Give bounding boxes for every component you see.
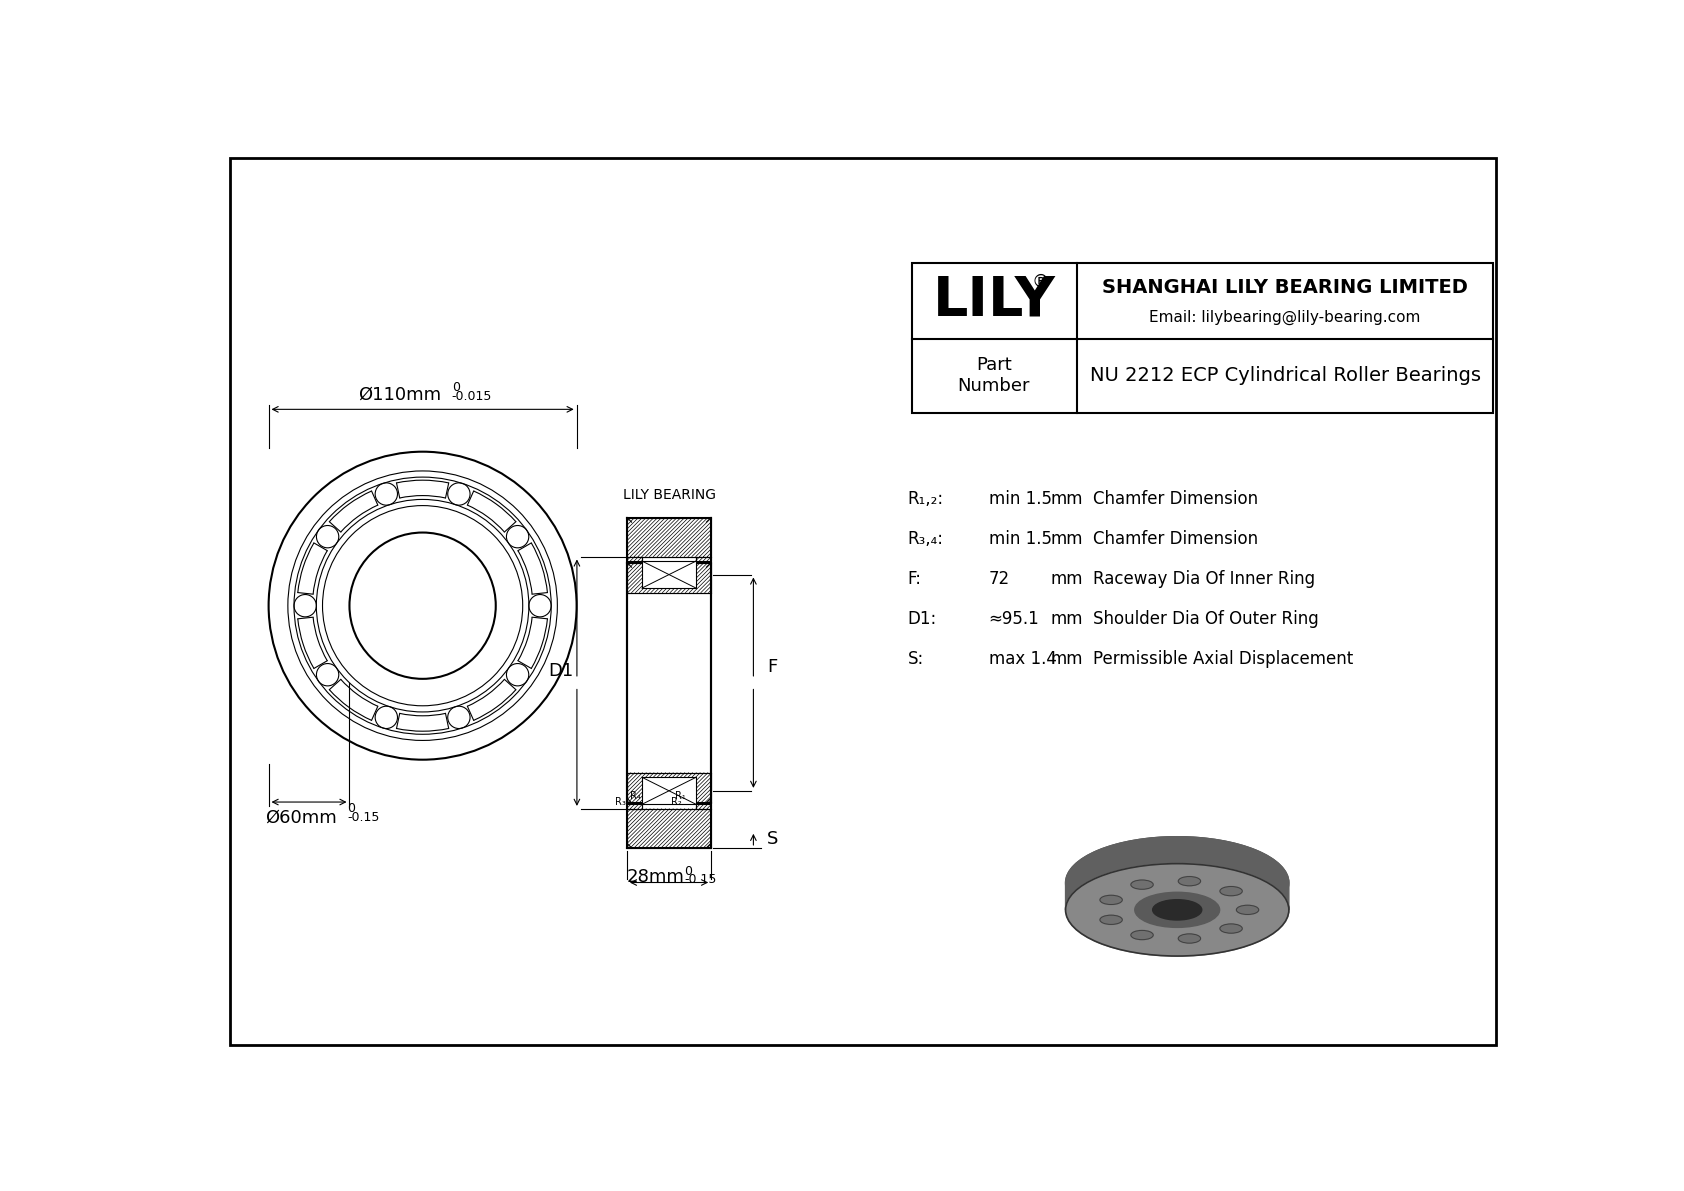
Text: D1: D1: [547, 662, 573, 680]
Text: S:: S:: [908, 650, 925, 668]
Text: 0: 0: [451, 381, 460, 394]
Text: LILY: LILY: [933, 274, 1056, 328]
Ellipse shape: [1066, 837, 1288, 929]
Text: Email: lilybearing@lily-bearing.com: Email: lilybearing@lily-bearing.com: [1148, 310, 1421, 325]
Bar: [695, 804, 711, 809]
Ellipse shape: [1152, 873, 1202, 893]
Ellipse shape: [1100, 896, 1122, 904]
Text: SHANGHAI LILY BEARING LIMITED: SHANGHAI LILY BEARING LIMITED: [1101, 278, 1468, 297]
Ellipse shape: [1066, 863, 1288, 956]
Text: S: S: [768, 830, 778, 848]
Ellipse shape: [1152, 899, 1202, 919]
Text: Part
Number: Part Number: [958, 356, 1031, 395]
Text: Ø110mm: Ø110mm: [359, 385, 441, 404]
Text: R₁,₂:: R₁,₂:: [908, 491, 943, 509]
Bar: [911, 263, 1494, 413]
Ellipse shape: [1219, 924, 1243, 934]
Text: 0: 0: [684, 865, 692, 878]
Text: D1:: D1:: [908, 610, 936, 629]
Text: Permissible Axial Displacement: Permissible Axial Displacement: [1093, 650, 1352, 668]
Text: LILY BEARING: LILY BEARING: [623, 488, 716, 503]
Text: Chamfer Dimension: Chamfer Dimension: [1093, 491, 1258, 509]
Text: min 1.5: min 1.5: [989, 530, 1051, 548]
Text: ≈95.1: ≈95.1: [989, 610, 1039, 629]
Bar: [626, 773, 711, 803]
Text: ®: ®: [1031, 273, 1049, 291]
Ellipse shape: [1132, 930, 1154, 940]
Bar: [626, 518, 711, 556]
Text: R₂: R₂: [670, 798, 682, 807]
Text: R₃,₄:: R₃,₄:: [908, 530, 943, 548]
Polygon shape: [1066, 837, 1288, 910]
Ellipse shape: [1135, 892, 1219, 928]
Text: 0: 0: [347, 802, 355, 815]
Ellipse shape: [1236, 905, 1258, 915]
Text: mm: mm: [1051, 610, 1083, 629]
Bar: [642, 778, 695, 804]
Text: Shoulder Dia Of Outer Ring: Shoulder Dia Of Outer Ring: [1093, 610, 1319, 629]
Text: Ø60mm: Ø60mm: [266, 809, 337, 827]
Text: mm: mm: [1051, 491, 1083, 509]
Text: max 1.4: max 1.4: [989, 650, 1056, 668]
Text: Chamfer Dimension: Chamfer Dimension: [1093, 530, 1258, 548]
Ellipse shape: [1100, 915, 1122, 924]
Ellipse shape: [1219, 886, 1243, 896]
Text: F: F: [768, 659, 778, 676]
Text: mm: mm: [1051, 650, 1083, 668]
Ellipse shape: [1132, 880, 1154, 890]
Text: mm: mm: [1051, 530, 1083, 548]
Text: R₄: R₄: [630, 791, 642, 802]
Ellipse shape: [1179, 877, 1201, 886]
Text: -0.015: -0.015: [451, 391, 492, 404]
Text: R₃: R₃: [615, 798, 625, 807]
Bar: [626, 804, 642, 809]
Text: min 1.5: min 1.5: [989, 491, 1051, 509]
Bar: [626, 556, 642, 561]
Text: 28mm: 28mm: [626, 867, 684, 886]
Text: -0.15: -0.15: [684, 873, 717, 886]
Bar: [626, 809, 711, 848]
Text: R₁: R₁: [675, 791, 685, 802]
Text: -0.15: -0.15: [347, 811, 381, 824]
Bar: [626, 562, 711, 593]
Text: mm: mm: [1051, 570, 1083, 588]
Text: F:: F:: [908, 570, 921, 588]
Text: NU 2212 ECP Cylindrical Roller Bearings: NU 2212 ECP Cylindrical Roller Bearings: [1090, 366, 1480, 385]
Text: Raceway Dia Of Inner Ring: Raceway Dia Of Inner Ring: [1093, 570, 1315, 588]
Ellipse shape: [1179, 934, 1201, 943]
Text: 72: 72: [989, 570, 1010, 588]
Bar: [642, 561, 695, 588]
Bar: [695, 556, 711, 561]
